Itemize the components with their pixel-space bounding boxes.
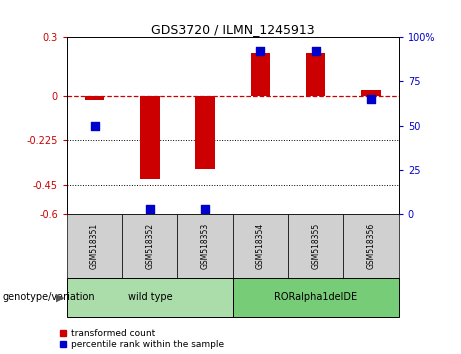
Text: GSM518355: GSM518355 xyxy=(311,223,320,269)
Text: wild type: wild type xyxy=(128,292,172,302)
Point xyxy=(91,123,98,129)
Text: genotype/variation: genotype/variation xyxy=(2,292,95,302)
Text: GSM518352: GSM518352 xyxy=(145,223,154,269)
Text: GSM518354: GSM518354 xyxy=(256,223,265,269)
Point xyxy=(146,206,154,212)
Bar xyxy=(361,90,381,96)
Text: GSM518356: GSM518356 xyxy=(366,223,376,269)
Point xyxy=(201,206,209,212)
Point xyxy=(367,96,375,102)
Point xyxy=(312,48,319,54)
Text: ▶: ▶ xyxy=(56,292,65,302)
Point xyxy=(257,48,264,54)
Text: RORalpha1delDE: RORalpha1delDE xyxy=(274,292,357,302)
Text: GSM518353: GSM518353 xyxy=(201,223,210,269)
Title: GDS3720 / ILMN_1245913: GDS3720 / ILMN_1245913 xyxy=(151,23,314,36)
Text: GSM518351: GSM518351 xyxy=(90,223,99,269)
Bar xyxy=(85,96,104,100)
Legend: transformed count, percentile rank within the sample: transformed count, percentile rank withi… xyxy=(60,329,224,349)
Bar xyxy=(140,96,160,179)
Bar xyxy=(195,96,215,169)
Bar xyxy=(251,53,270,96)
Bar xyxy=(306,53,325,96)
